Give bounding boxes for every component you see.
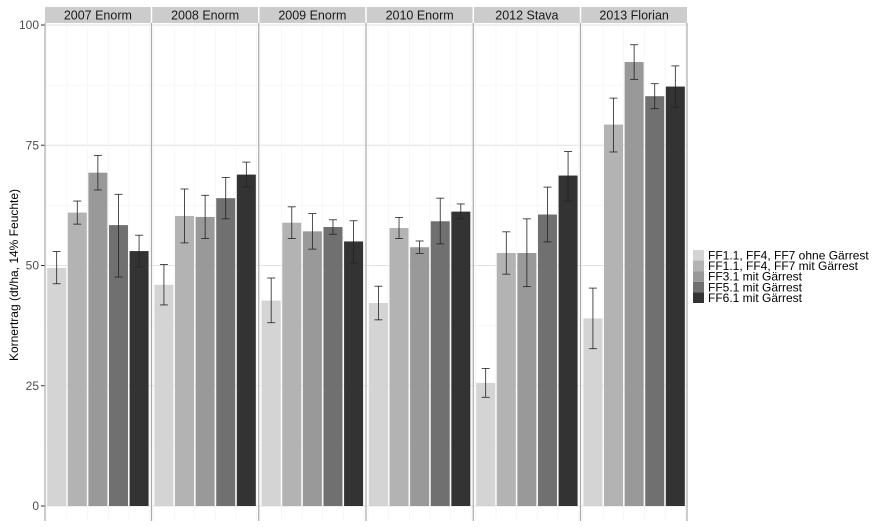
facet-strip [366, 7, 473, 23]
legend-label: FF3.1 mit Gärrest [708, 270, 803, 284]
bar [583, 318, 603, 506]
y-tick-label: 25 [26, 379, 40, 393]
bar [537, 214, 557, 506]
bar [645, 96, 665, 507]
bar [302, 231, 322, 506]
bar [410, 247, 430, 507]
facet-strip [45, 7, 151, 23]
bar [604, 124, 624, 506]
bar [129, 251, 149, 506]
bar [624, 62, 644, 507]
facet-strip [474, 7, 580, 23]
legend-swatch [693, 292, 704, 303]
bar [344, 241, 364, 506]
legend-label: FF6.1 mit Gärrest [708, 291, 803, 305]
bar [282, 222, 302, 507]
plot-area: 0 25 50 75 100 2007 Enorm 2008 Enorm 2009 Enorm… [19, 7, 688, 521]
legend-label: FF1.1, FF4, FF7 ohne Gärrest [708, 249, 869, 263]
bar [496, 252, 516, 506]
facet-strip-label: 2007 Enorm [64, 9, 132, 23]
bar [47, 267, 67, 506]
bar [108, 225, 128, 506]
bar [451, 211, 471, 507]
facet-strip [152, 7, 258, 23]
bar [261, 300, 281, 506]
facet-strip-label: 2013 Florian [599, 9, 669, 23]
y-tick-label: 50 [26, 259, 40, 273]
y-tick-label: 0 [32, 499, 39, 513]
y-axis-title: Kornertrag (dt/ha, 14% Feuchte) [7, 189, 21, 361]
bar [476, 382, 496, 506]
bar [216, 198, 236, 506]
bar [430, 221, 450, 507]
bar [175, 215, 195, 506]
bar [236, 174, 256, 506]
bar [195, 216, 215, 506]
facet-strip-label: 2012 Stava [495, 9, 558, 23]
facet-strip-label: 2010 Enorm [386, 9, 454, 23]
bar [154, 284, 174, 506]
bar [558, 175, 578, 507]
y-tick-label: 75 [26, 138, 40, 152]
facet-strip [259, 7, 366, 23]
bar [389, 227, 409, 506]
legend-swatch [693, 271, 704, 282]
y-tick-label: 100 [19, 18, 39, 32]
bar [517, 252, 537, 506]
bar [88, 172, 108, 507]
legend-swatch [693, 260, 704, 272]
bar [323, 227, 343, 506]
facet-strip-label: 2009 Enorm [278, 9, 346, 23]
legend-label: FF5.1 mit Gärrest [708, 280, 803, 294]
legend-label: FF1.1, FF4, FF7 mit Gärrest [708, 259, 859, 273]
bar [368, 303, 388, 506]
facet-strip-label: 2008 Enorm [171, 9, 239, 23]
bar [67, 212, 87, 506]
legend-swatch [693, 281, 704, 293]
facet-strip [581, 7, 687, 23]
bar [665, 86, 685, 507]
legend-swatch [693, 250, 704, 261]
